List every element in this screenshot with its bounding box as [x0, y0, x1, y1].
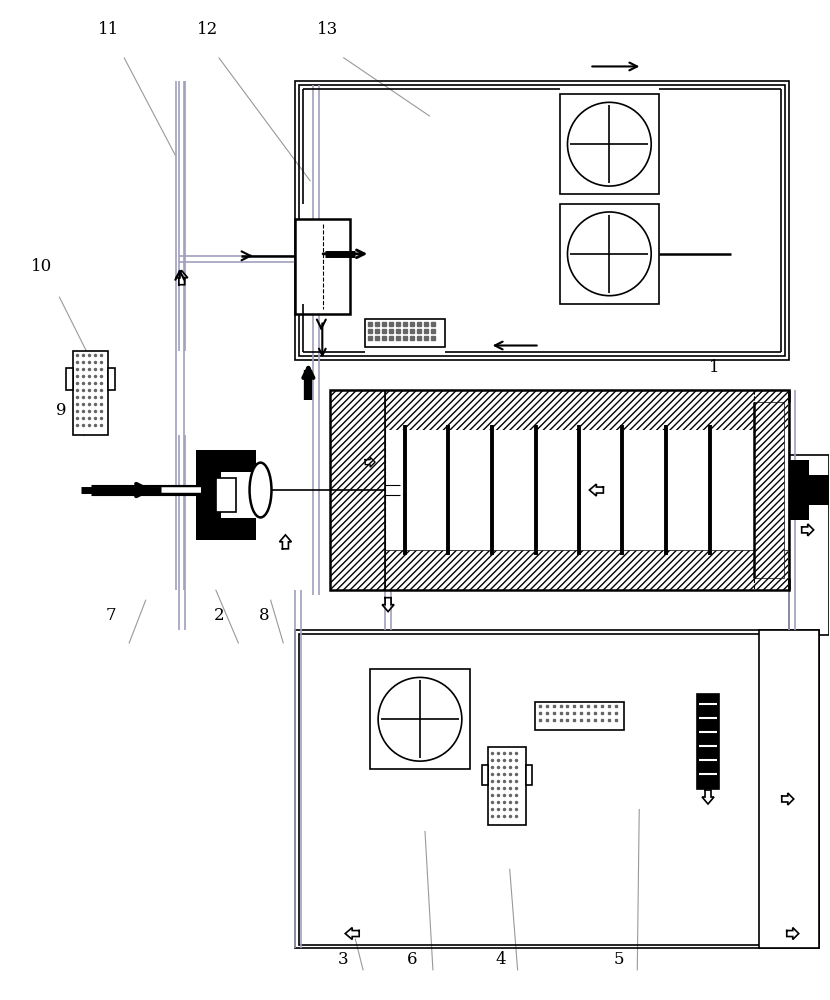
Text: 3: 3: [337, 951, 348, 968]
Bar: [697, 694, 719, 789]
Bar: [808, 475, 830, 505]
Bar: [481, 765, 488, 785]
Bar: [66, 368, 73, 390]
Bar: [295, 81, 788, 360]
Text: 9: 9: [56, 402, 66, 419]
Bar: [788, 455, 828, 635]
Bar: [788, 460, 808, 520]
Bar: [525, 765, 531, 785]
Text: 4: 4: [496, 951, 506, 968]
Bar: [196, 450, 256, 472]
Text: 10: 10: [32, 258, 52, 275]
Ellipse shape: [250, 463, 271, 517]
Circle shape: [378, 677, 461, 761]
Text: 7: 7: [106, 607, 117, 624]
Bar: [535, 702, 624, 730]
Bar: [370, 669, 470, 769]
Circle shape: [568, 102, 652, 186]
Bar: [330, 550, 788, 590]
Bar: [330, 390, 385, 590]
Text: 11: 11: [98, 21, 120, 38]
Text: 5: 5: [613, 951, 624, 968]
Bar: [330, 390, 788, 590]
Text: 6: 6: [407, 951, 417, 968]
Text: 2: 2: [213, 607, 224, 624]
Bar: [300, 634, 815, 945]
Bar: [330, 430, 788, 550]
Bar: [759, 630, 818, 948]
Bar: [365, 319, 445, 347]
Bar: [559, 94, 659, 194]
Bar: [196, 518, 256, 540]
Bar: [295, 630, 818, 948]
Bar: [754, 402, 784, 578]
Bar: [330, 390, 788, 430]
Bar: [488, 747, 525, 825]
Bar: [221, 472, 251, 518]
Bar: [559, 204, 659, 304]
Bar: [216, 478, 236, 512]
Text: 13: 13: [317, 21, 339, 38]
Text: 1: 1: [709, 359, 720, 376]
Bar: [300, 85, 784, 356]
Text: 12: 12: [197, 21, 218, 38]
Circle shape: [568, 212, 652, 296]
Text: 8: 8: [258, 607, 269, 624]
Bar: [108, 368, 115, 390]
Bar: [295, 219, 350, 314]
Bar: [196, 450, 221, 540]
Bar: [73, 351, 108, 435]
